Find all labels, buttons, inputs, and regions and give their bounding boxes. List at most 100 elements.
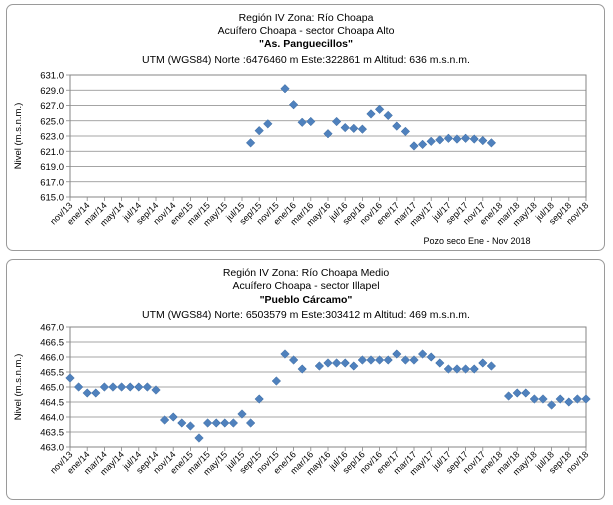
well-name: "Pueblo Cárcamo" (260, 294, 353, 306)
data-point (211, 418, 221, 428)
data-point (159, 415, 170, 425)
data-point (546, 400, 557, 410)
data-point (331, 358, 342, 368)
y-tick-label: 465.5 (40, 368, 64, 379)
data-point (125, 382, 135, 392)
data-point (288, 100, 299, 110)
data-point (383, 355, 393, 365)
data-point (486, 138, 497, 148)
chart-annotation: Pozo seco Ene - Nov 2018 (423, 236, 530, 246)
data-point (538, 394, 548, 404)
chart-title-line: Región IV Zona: Río Choapa (239, 12, 374, 24)
data-point (297, 364, 307, 374)
data-point (443, 364, 454, 374)
data-point (357, 355, 368, 365)
data-point (572, 394, 583, 404)
data-point (400, 126, 411, 137)
data-point (245, 138, 256, 148)
data-point (151, 385, 161, 395)
chart-pueblo-carcamo: Región IV Zona: Río Choapa MedioAcuífero… (13, 267, 591, 477)
y-tick-label: 467.0 (40, 323, 64, 334)
data-point (435, 135, 445, 145)
y-tick-label: 627.0 (40, 101, 64, 112)
data-point (374, 104, 385, 114)
y-tick-label: 623.0 (40, 132, 64, 143)
chart-panel-pueblo-carcamo: Región IV Zona: Río Choapa Medio Acuífero… (6, 259, 605, 500)
data-point (366, 355, 376, 365)
data-point (452, 134, 462, 144)
data-point (254, 126, 264, 136)
data-point (426, 136, 436, 146)
chart-title-line: Acuífero Choapa - sector Choapa Alto (218, 25, 395, 37)
data-point (288, 355, 299, 365)
data-point (349, 361, 359, 371)
data-point (142, 382, 153, 392)
chart-title-line: Acuífero Choapa - sector Illapel (232, 280, 379, 292)
data-point (417, 349, 428, 359)
data-point (383, 110, 393, 121)
data-point (555, 394, 565, 404)
data-point (521, 388, 531, 398)
data-point (280, 84, 290, 94)
data-point (340, 122, 350, 133)
data-point (435, 358, 445, 368)
y-tick-label: 619.0 (40, 162, 64, 173)
y-tick-label: 631.0 (40, 71, 64, 82)
chart-panel-panguecillos: Región IV Zona: Río Choapa Acuífero Choap… (6, 4, 605, 251)
data-point (237, 409, 247, 419)
y-tick-label: 629.0 (40, 86, 64, 97)
y-tick-label: 464.5 (40, 398, 64, 409)
data-point (82, 388, 92, 398)
data-point (417, 139, 428, 150)
data-point (65, 373, 75, 383)
y-tick-label: 466.0 (40, 353, 64, 364)
data-point (460, 364, 471, 374)
data-point (374, 355, 385, 365)
y-tick-label: 621.0 (40, 147, 64, 158)
data-point (486, 361, 497, 371)
data-point (271, 376, 282, 386)
y-tick-label: 465.0 (40, 383, 64, 394)
data-point (314, 361, 325, 371)
data-point (202, 418, 213, 428)
data-point (323, 358, 333, 368)
data-point (478, 358, 488, 368)
utm-coordinates: UTM (WGS84) Norte: 6503579 m Este:303412… (142, 309, 470, 321)
data-point (452, 364, 462, 374)
y-tick-label: 615.0 (40, 193, 64, 204)
utm-coordinates: UTM (WGS84) Norte :6476460 m Este:322861… (142, 54, 470, 66)
data-point (323, 129, 333, 139)
data-point (409, 141, 419, 151)
data-point (426, 352, 436, 362)
data-point (392, 121, 402, 131)
data-point (564, 397, 574, 407)
data-point (340, 358, 350, 368)
data-point (263, 119, 273, 129)
data-point (194, 433, 204, 443)
data-point (529, 394, 540, 404)
data-point (503, 391, 514, 401)
chart-title-line: Región IV Zona: Río Choapa Medio (223, 267, 390, 279)
data-point (478, 135, 488, 146)
data-point (460, 133, 471, 143)
y-tick-label: 625.0 (40, 116, 64, 127)
y-tick-label: 466.5 (40, 338, 64, 349)
data-point (581, 394, 591, 404)
data-point (254, 394, 264, 404)
y-tick-label: 463.0 (40, 443, 64, 454)
data-point (469, 134, 479, 144)
data-point (400, 355, 411, 365)
data-point (185, 421, 196, 431)
data-point (469, 364, 479, 374)
data-point (366, 109, 376, 119)
well-name: "As. Panguecillos" (259, 38, 353, 50)
data-point (177, 418, 187, 428)
data-point (331, 116, 342, 127)
data-point (306, 116, 316, 127)
y-axis-label: Nivel (m.s.n.m.) (13, 354, 24, 421)
data-point (134, 382, 144, 392)
data-point (99, 382, 110, 392)
data-point (116, 382, 127, 392)
y-tick-label: 464.0 (40, 413, 64, 424)
